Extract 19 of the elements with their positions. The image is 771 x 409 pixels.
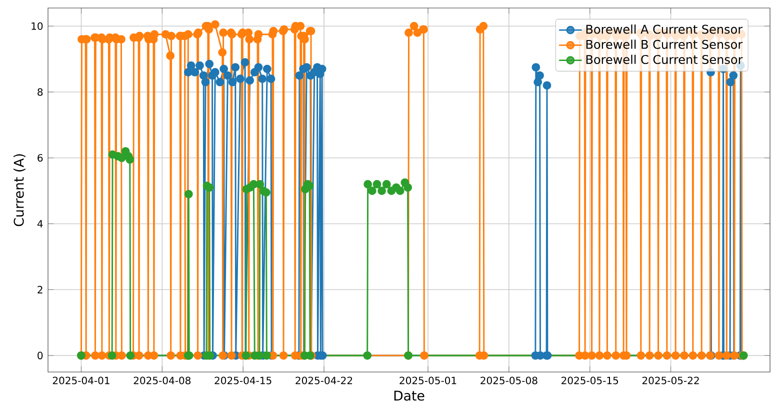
x-tick-label: 2025-05-08: [480, 376, 538, 384]
y-tick-label: 4: [37, 220, 43, 228]
x-tick-label: 2025-05-01: [400, 376, 456, 384]
x-tick-label: 2025-04-08: [134, 376, 191, 384]
legend-label: Borewell B Current Sensor: [586, 40, 743, 49]
y-tick-label: 10: [32, 22, 43, 30]
x-tick-label: 2025-05-22: [642, 376, 699, 384]
legend-label: Borewell A Current Sensor: [586, 24, 743, 34]
y-tick-label: 6: [38, 154, 43, 162]
y-tick-label: 2: [38, 286, 42, 294]
y-axis-title: Current (A): [14, 154, 26, 226]
x-tick-label: 2025-04-15: [214, 376, 272, 384]
y-tick-label: 8: [38, 88, 43, 96]
x-tick-label: 2025-04-01: [52, 376, 110, 384]
legend-label: Borewell C Current Sensor: [586, 54, 743, 64]
x-axis-title: Date: [394, 390, 424, 401]
y-tick-label: 0: [38, 352, 43, 360]
x-tick-label: 2025-05-15: [562, 376, 618, 384]
x-tick-label: 2025-04-22: [296, 376, 352, 384]
